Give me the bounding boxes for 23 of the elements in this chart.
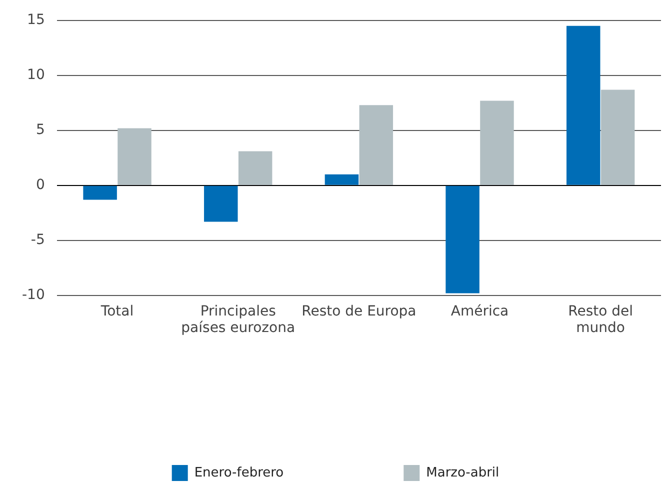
y-tick-label: 10: [27, 67, 45, 84]
y-tick-label: 0: [36, 177, 45, 194]
bar: [566, 26, 600, 185]
x-tick-label: Resto del mundo: [568, 303, 634, 336]
bar: [480, 100, 514, 185]
bar: [118, 128, 152, 185]
y-tick-label: 15: [27, 12, 45, 28]
legend-label: Enero-febrero: [194, 465, 284, 480]
bar: [446, 186, 480, 294]
x-tick-label: Principales países eurozona: [181, 303, 296, 336]
x-tick-label: Resto de Europa: [302, 303, 416, 320]
y-tick-label: -10: [22, 287, 45, 304]
bar: [83, 186, 117, 200]
bar: [204, 186, 238, 222]
y-tick-label: -5: [30, 232, 45, 248]
legend-label: Marzo-abril: [426, 465, 500, 480]
bar: [324, 174, 359, 185]
x-tick-label: América: [450, 303, 509, 320]
bar: [600, 90, 635, 185]
bar: [359, 105, 394, 185]
x-tick-label: Total: [100, 303, 134, 320]
y-tick-label: 5: [36, 122, 45, 138]
bar: [238, 151, 272, 185]
